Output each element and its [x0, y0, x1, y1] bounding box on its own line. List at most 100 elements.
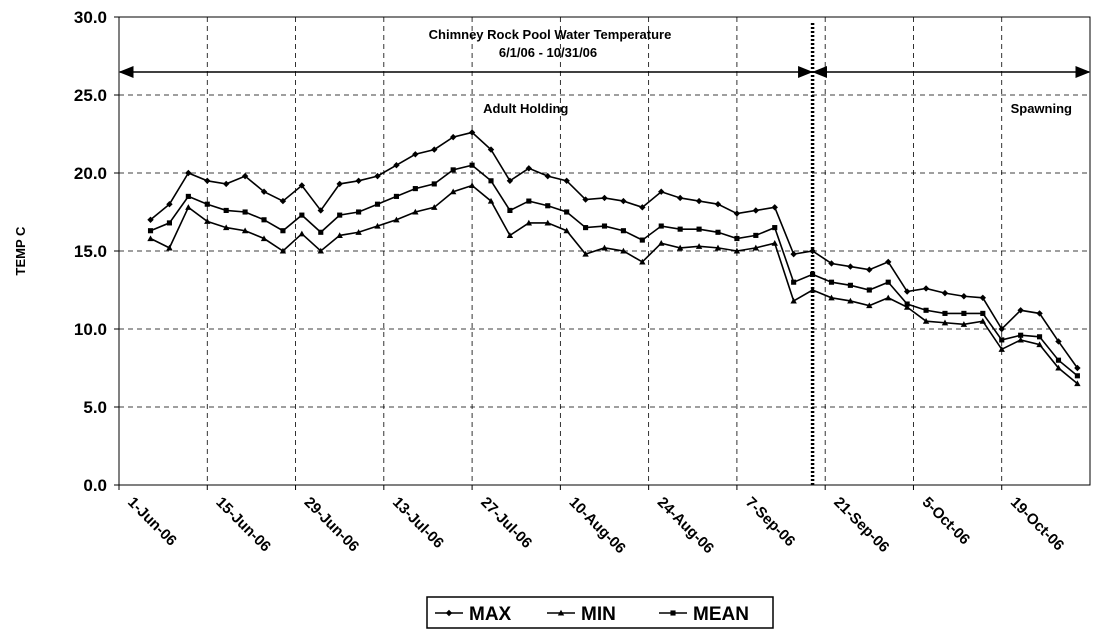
data-point [222, 180, 230, 188]
legend-label: MEAN [693, 604, 749, 625]
data-point [374, 201, 381, 207]
data-point [242, 209, 248, 215]
data-point [449, 188, 457, 195]
annotation: Spawning [1011, 101, 1072, 116]
data-point [355, 229, 362, 235]
data-point [241, 172, 249, 180]
annotation: Adult Holding [483, 101, 568, 116]
data-point [355, 177, 362, 184]
data-point [810, 271, 816, 277]
data-point [923, 307, 929, 313]
data-point [1055, 364, 1062, 371]
data-point [601, 244, 608, 251]
data-point [903, 303, 911, 310]
data-point [790, 250, 797, 258]
data-point [904, 301, 910, 307]
data-point [695, 243, 703, 249]
series-line [150, 184, 1078, 385]
y-tick-label: 0.0 [83, 476, 107, 495]
data-point [639, 237, 645, 243]
data-point [771, 204, 778, 211]
data-point [166, 220, 173, 226]
data-point [412, 208, 419, 215]
x-tick-label: 5-Oct-06 [919, 494, 973, 548]
data-point [557, 609, 565, 616]
data-point [676, 194, 684, 202]
data-point [620, 228, 626, 234]
data-point [487, 197, 495, 204]
data-point [279, 197, 287, 205]
data-point [885, 294, 892, 301]
data-point [752, 207, 760, 214]
data-point [431, 181, 437, 187]
data-point [1074, 364, 1081, 372]
data-point [961, 310, 967, 316]
data-point [714, 244, 722, 251]
data-point [393, 193, 399, 199]
data-point [241, 227, 249, 234]
data-point [620, 197, 627, 205]
data-point [393, 216, 400, 223]
data-point [298, 182, 306, 189]
data-point [222, 224, 230, 231]
data-point [960, 321, 968, 327]
data-point [393, 162, 400, 169]
data-point [639, 204, 646, 211]
data-point [979, 294, 987, 301]
data-point [450, 167, 456, 173]
data-point [506, 177, 514, 184]
data-point [582, 196, 589, 203]
data-point [979, 318, 987, 324]
data-point [525, 165, 533, 172]
data-point [374, 222, 381, 229]
data-point [166, 201, 173, 208]
data-point [468, 182, 476, 189]
data-point [563, 177, 570, 184]
data-point [847, 282, 853, 288]
data-point [261, 217, 267, 223]
data-point [147, 235, 154, 242]
data-point [356, 209, 362, 215]
data-point [942, 310, 948, 316]
data-point [941, 289, 949, 297]
data-point [1055, 338, 1062, 345]
data-point [828, 294, 835, 301]
y-tick-label: 15.0 [74, 242, 107, 261]
legend-box [426, 596, 774, 629]
data-point [223, 207, 229, 213]
data-point [658, 223, 664, 229]
data-point [601, 194, 608, 202]
data-point [445, 609, 453, 617]
x-tick-label: 29-Jun-06 [301, 494, 363, 556]
x-tick-label: 10-Aug-06 [566, 494, 629, 557]
data-point [866, 266, 873, 273]
data-point [1055, 357, 1062, 363]
data-point [1074, 380, 1081, 387]
data-point [714, 201, 722, 208]
data-point [525, 219, 533, 226]
data-point [790, 297, 797, 304]
data-point [544, 172, 551, 180]
data-point [449, 133, 457, 141]
data-point [885, 279, 891, 285]
data-point [526, 198, 532, 204]
x-tick-label: 21-Sep-06 [830, 494, 892, 556]
data-point [412, 186, 418, 192]
data-point [1036, 334, 1043, 340]
data-point [847, 263, 854, 270]
data-point [374, 172, 381, 180]
data-point [752, 244, 760, 251]
data-point [506, 232, 514, 238]
data-point [318, 229, 324, 235]
data-point [299, 212, 305, 218]
data-point [431, 146, 438, 153]
data-point [715, 229, 721, 235]
data-point [676, 244, 684, 251]
data-point [507, 207, 513, 213]
chart-title: Chimney Rock Pool Water Temperature [429, 27, 672, 42]
x-tick-label: 1-Jun-06 [124, 494, 180, 550]
data-point [960, 293, 968, 300]
x-tick-label: 24-Aug-06 [654, 494, 717, 557]
y-tick-label: 25.0 [74, 86, 107, 105]
